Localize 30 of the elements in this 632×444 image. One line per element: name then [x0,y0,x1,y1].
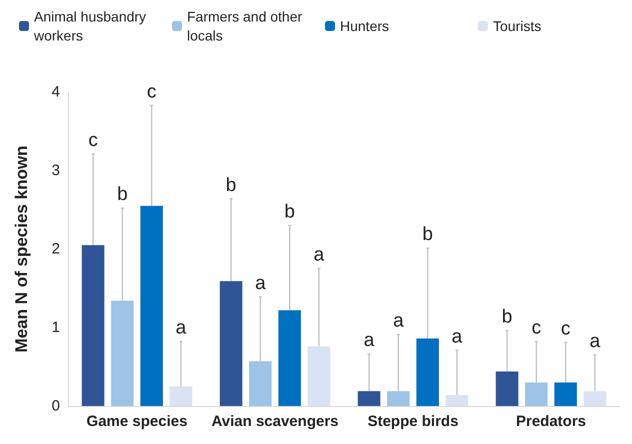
annotation: b [502,306,512,328]
annotation: b [284,201,295,222]
x-tick-label: Steppe birds [368,413,458,430]
legend-label: Tourists [493,18,542,34]
annotation: c [88,130,98,152]
annotation: a [255,272,266,294]
y-tick-label: 4 [52,84,60,100]
y-tick-label: 2 [52,240,60,258]
annotation: a [364,330,375,352]
y-tick-label: 3 [52,162,60,179]
y-tick-label: 1 [52,319,60,336]
annotation: c [532,318,542,339]
legend-label: Animal husbandry workers [33,8,150,44]
annotation: c [560,318,570,340]
legend-label: Hunters [340,18,390,34]
annotation: b [422,224,433,246]
x-tick-label: Predators [516,413,586,430]
y-axis-title: Mean N of species known [12,146,31,352]
x-tick-label: Game species [86,413,188,430]
annotation: a [314,244,325,266]
annotation: a [176,318,187,339]
y-tick-label: 0 [52,398,60,414]
annotation: a [452,326,463,348]
annotation: a [590,330,601,352]
annotation: b [226,174,236,196]
annotation: a [393,310,404,332]
legend-label: Farmers and other locals [187,8,306,44]
x-tick-label: Avian scavengers [211,413,339,430]
annotation: c [146,81,156,102]
annotation: b [117,184,128,206]
